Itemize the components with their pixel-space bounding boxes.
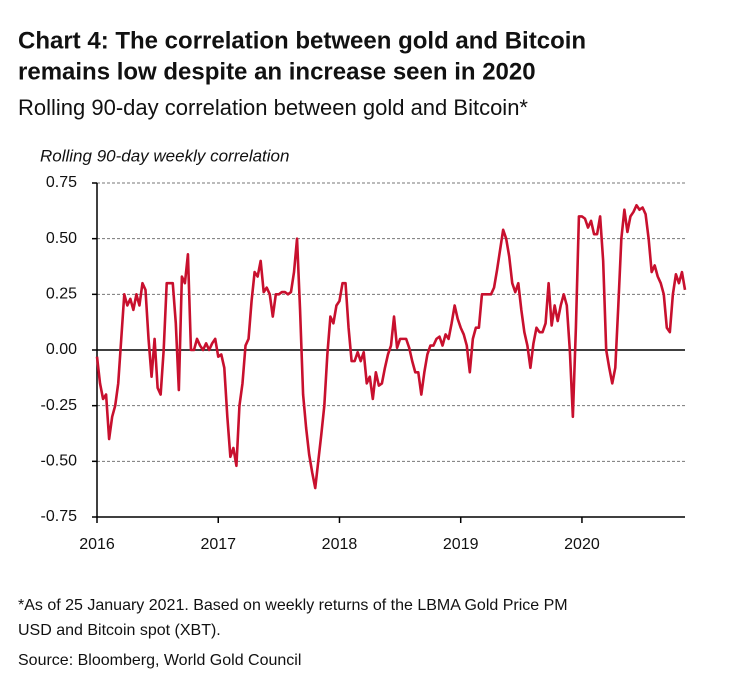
x-tick-label: 2020 [564, 536, 600, 553]
y-tick-label: 0.25 [46, 286, 77, 303]
chart-title: remains low despite an increase seen in … [18, 58, 536, 85]
x-tick-label: 2018 [322, 536, 358, 553]
source: Source: Bloomberg, World Gold Council [18, 652, 301, 669]
y-tick-label: -0.25 [41, 397, 78, 414]
x-tick-label: 2016 [79, 536, 115, 553]
y-tick-label: 0.50 [46, 230, 77, 247]
chart-title: Chart 4: The correlation between gold an… [18, 27, 586, 54]
y-tick-label: -0.75 [41, 508, 78, 525]
chart-subtitle: Rolling 90-day correlation between gold … [18, 95, 528, 120]
y-tick-label: -0.50 [41, 453, 78, 470]
y-tick-label: 0.00 [46, 341, 77, 358]
footnote: *As of 25 January 2021. Based on weekly … [18, 597, 568, 614]
footnote: USD and Bitcoin spot (XBT). [18, 622, 221, 639]
x-tick-label: 2017 [200, 536, 236, 553]
x-tick-label: 2019 [443, 536, 479, 553]
y-axis-title: Rolling 90-day weekly correlation [40, 146, 289, 165]
y-tick-label: 0.75 [46, 174, 77, 191]
data-line [95, 203, 687, 490]
